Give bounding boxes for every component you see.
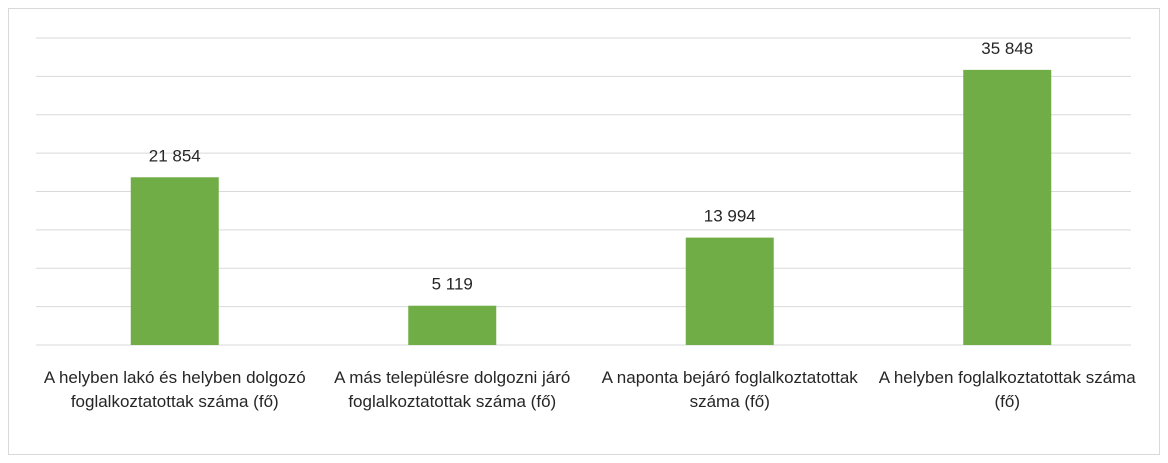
- bar: [685, 237, 774, 345]
- bar: [408, 305, 497, 345]
- data-label: 13 994: [704, 207, 756, 226]
- bar: [963, 69, 1052, 345]
- chart-border: [8, 8, 1160, 455]
- x-tick-label: A naponta bejáró foglalkoztatottak száma…: [601, 368, 858, 411]
- x-tick-label: A más településre dolgozni járó foglalko…: [334, 368, 571, 411]
- x-tick-label: A helyben lakó és helyben dolgozó foglal…: [43, 368, 306, 411]
- bar: [130, 177, 219, 345]
- data-label: 35 848: [981, 39, 1033, 58]
- data-label: 21 854: [149, 146, 201, 165]
- x-tick-label: A helyben foglalkoztatottak száma (fő): [878, 368, 1136, 411]
- data-label: 5 119: [432, 275, 473, 294]
